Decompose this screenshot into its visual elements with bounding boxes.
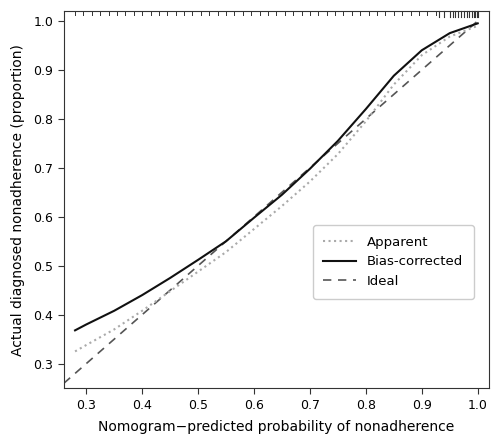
- X-axis label: Nomogram−predicted probability of nonadherence: Nomogram−predicted probability of nonadh…: [98, 420, 455, 434]
- Legend: Apparent, Bias-corrected, Ideal: Apparent, Bias-corrected, Ideal: [313, 225, 474, 299]
- Y-axis label: Actual diagnosed nonadherence (proportion): Actual diagnosed nonadherence (proportio…: [11, 44, 25, 356]
